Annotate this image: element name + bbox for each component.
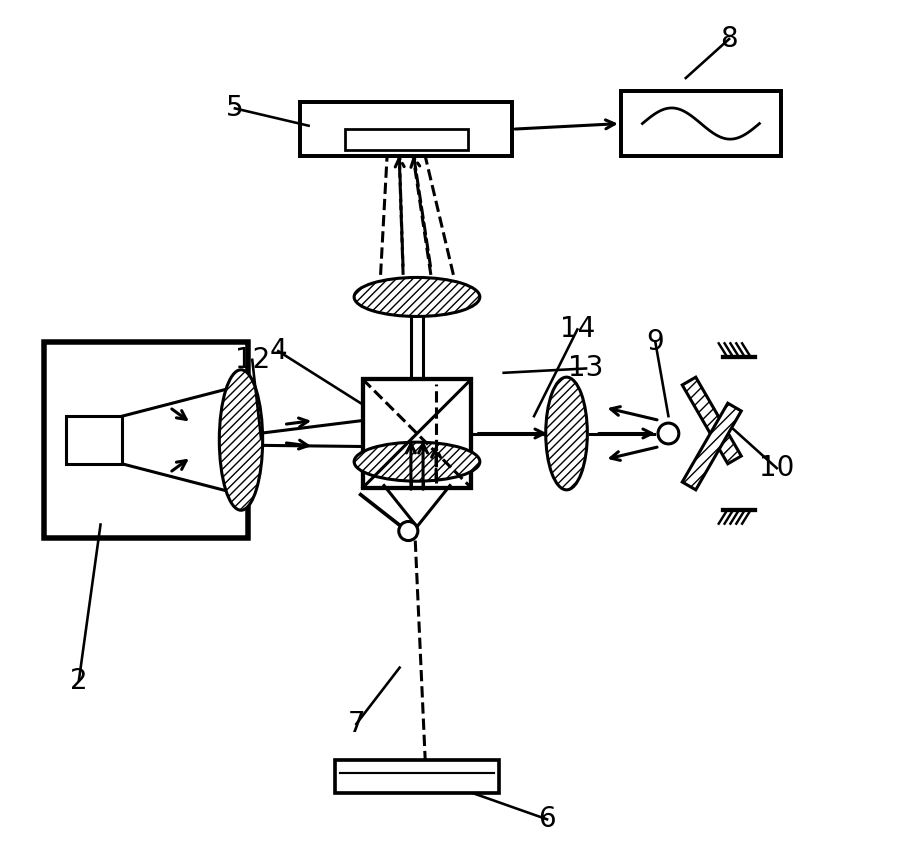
FancyBboxPatch shape <box>681 403 741 490</box>
Circle shape <box>398 522 417 541</box>
Ellipse shape <box>219 370 262 510</box>
Text: 8: 8 <box>720 25 737 53</box>
Text: 2: 2 <box>70 667 87 694</box>
FancyBboxPatch shape <box>681 377 741 464</box>
Bar <box>344 129 467 150</box>
Bar <box>363 380 471 487</box>
Ellipse shape <box>545 377 587 490</box>
Text: 6: 6 <box>537 805 555 833</box>
Ellipse shape <box>353 442 479 481</box>
Text: 4: 4 <box>269 337 287 365</box>
Bar <box>300 102 512 156</box>
Ellipse shape <box>353 277 479 316</box>
Text: 5: 5 <box>226 95 243 122</box>
Bar <box>44 342 248 538</box>
Text: 7: 7 <box>347 710 364 738</box>
Text: 13: 13 <box>568 355 603 382</box>
Circle shape <box>658 423 678 444</box>
Text: 14: 14 <box>559 316 594 343</box>
Text: 12: 12 <box>234 346 270 374</box>
Text: 10: 10 <box>758 454 793 482</box>
Bar <box>66 416 122 464</box>
Bar <box>334 760 499 793</box>
Text: 9: 9 <box>646 329 663 356</box>
Bar <box>620 91 780 156</box>
